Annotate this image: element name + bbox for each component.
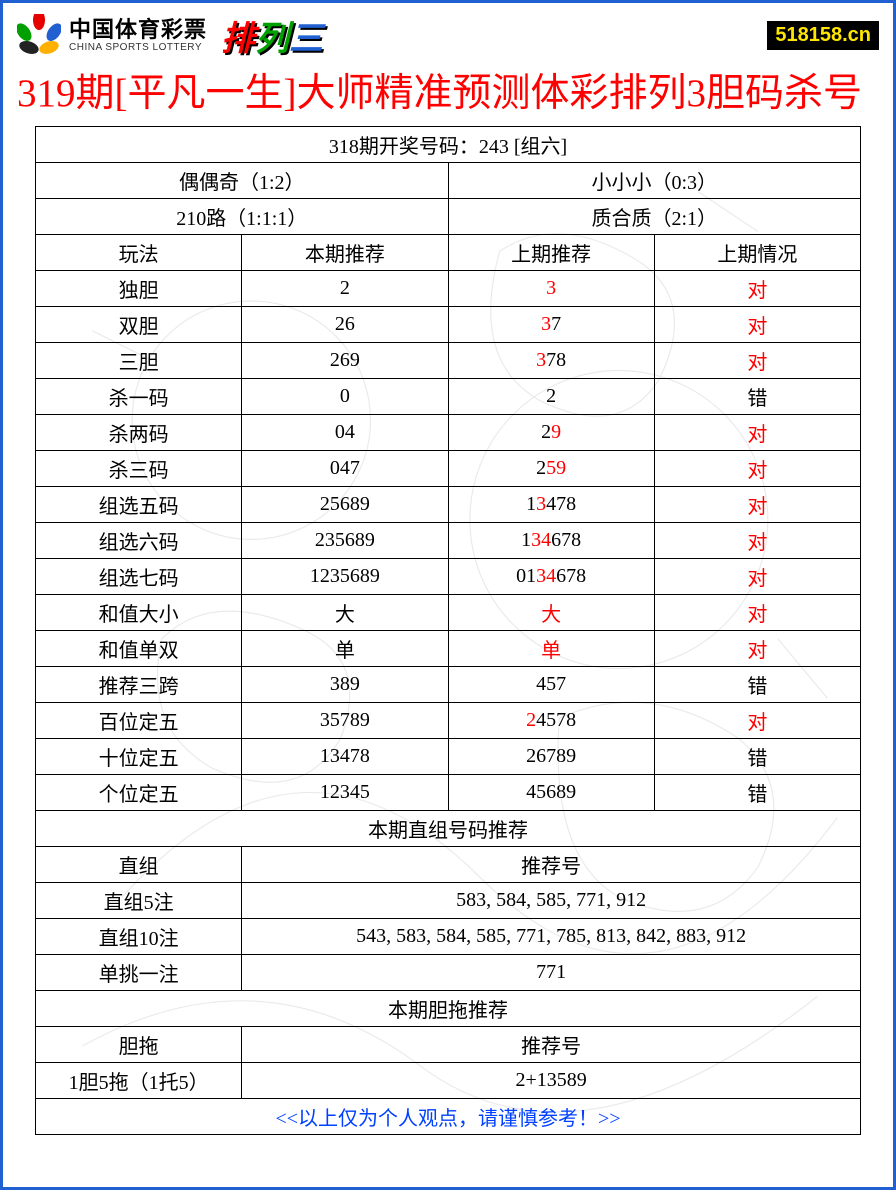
row-curr-1: 26 xyxy=(242,307,448,343)
col-hdr-0: 玩法 xyxy=(36,235,242,271)
col-hdr-2: 上期推荐 xyxy=(448,235,654,271)
prediction-table: 318期开奖号码：243 [组六]偶偶奇（1:2）小小小（0:3）210路（1:… xyxy=(35,126,861,1135)
s2-name-1: 直组10注 xyxy=(36,919,242,955)
row-curr-3: 0 xyxy=(242,379,448,415)
row-res-12: 对 xyxy=(654,703,860,739)
row-res-5: 对 xyxy=(654,451,860,487)
row-res-3: 错 xyxy=(654,379,860,415)
s3-hdr-0: 胆拖 xyxy=(36,1027,242,1063)
row-prev-3: 2 xyxy=(448,379,654,415)
row-name-6: 组选五码 xyxy=(36,487,242,523)
row-curr-6: 25689 xyxy=(242,487,448,523)
row-res-6: 对 xyxy=(654,487,860,523)
row-name-9: 和值大小 xyxy=(36,595,242,631)
row-curr-9: 大 xyxy=(242,595,448,631)
row-res-7: 对 xyxy=(654,523,860,559)
section2-title: 本期直组号码推荐 xyxy=(36,811,861,847)
s2-val-0: 583, 584, 585, 771, 912 xyxy=(242,883,861,919)
logo-text-en: CHINA SPORTS LOTTERY xyxy=(69,42,207,53)
row-prev-9: 大 xyxy=(448,595,654,631)
main-table-wrap: 318期开奖号码：243 [组六]偶偶奇（1:2）小小小（0:3）210路（1:… xyxy=(3,126,893,1145)
row-prev-4: 29 xyxy=(448,415,654,451)
row-res-4: 对 xyxy=(654,415,860,451)
row-name-10: 和值单双 xyxy=(36,631,242,667)
s2-val-1: 543, 583, 584, 585, 771, 785, 813, 842, … xyxy=(242,919,861,955)
meta-left-0: 偶偶奇（1:2） xyxy=(36,163,449,199)
row-res-8: 对 xyxy=(654,559,860,595)
pls-char-0: 排 xyxy=(221,11,255,60)
site-badge: 518158.cn xyxy=(767,21,879,50)
meta-right-1: 质合质（2:1） xyxy=(448,199,861,235)
row-prev-10: 单 xyxy=(448,631,654,667)
lottery-logo-icon xyxy=(17,14,61,58)
row-name-8: 组选七码 xyxy=(36,559,242,595)
row-prev-14: 45689 xyxy=(448,775,654,811)
row-curr-4: 04 xyxy=(242,415,448,451)
row-prev-12: 24578 xyxy=(448,703,654,739)
footer-note: <<以上仅为个人观点，请谨慎参考！>> xyxy=(36,1099,861,1135)
row-prev-8: 0134678 xyxy=(448,559,654,595)
row-curr-14: 12345 xyxy=(242,775,448,811)
row-res-2: 对 xyxy=(654,343,860,379)
s3-name-0: 1胆5拖（1托5） xyxy=(36,1063,242,1099)
row-prev-0: 3 xyxy=(448,271,654,307)
row-prev-1: 37 xyxy=(448,307,654,343)
logo-text-cn: 中国体育彩票 xyxy=(69,18,207,42)
meta-right-0: 小小小（0:3） xyxy=(448,163,861,199)
col-hdr-3: 上期情况 xyxy=(654,235,860,271)
col-hdr-1: 本期推荐 xyxy=(242,235,448,271)
row-prev-5: 259 xyxy=(448,451,654,487)
row-res-0: 对 xyxy=(654,271,860,307)
draw-result-row: 318期开奖号码：243 [组六] xyxy=(36,127,861,163)
row-name-0: 独胆 xyxy=(36,271,242,307)
row-res-1: 对 xyxy=(654,307,860,343)
meta-left-1: 210路（1:1:1） xyxy=(36,199,449,235)
row-curr-10: 单 xyxy=(242,631,448,667)
header: 中国体育彩票 CHINA SPORTS LOTTERY 排列三 518158.c… xyxy=(3,3,893,60)
row-res-13: 错 xyxy=(654,739,860,775)
row-res-9: 对 xyxy=(654,595,860,631)
row-res-14: 错 xyxy=(654,775,860,811)
row-curr-5: 047 xyxy=(242,451,448,487)
s2-name-0: 直组5注 xyxy=(36,883,242,919)
row-prev-7: 134678 xyxy=(448,523,654,559)
row-curr-7: 235689 xyxy=(242,523,448,559)
pls-char-2: 三 xyxy=(289,11,323,60)
row-name-1: 双胆 xyxy=(36,307,242,343)
row-name-12: 百位定五 xyxy=(36,703,242,739)
row-curr-11: 389 xyxy=(242,667,448,703)
row-prev-11: 457 xyxy=(448,667,654,703)
pailie-san-logo: 排列三 xyxy=(221,11,323,60)
s2-name-2: 单挑一注 xyxy=(36,955,242,991)
pls-char-1: 列 xyxy=(255,11,289,60)
row-name-13: 十位定五 xyxy=(36,739,242,775)
section3-title: 本期胆拖推荐 xyxy=(36,991,861,1027)
row-name-3: 杀一码 xyxy=(36,379,242,415)
row-name-14: 个位定五 xyxy=(36,775,242,811)
row-name-4: 杀两码 xyxy=(36,415,242,451)
row-prev-6: 13478 xyxy=(448,487,654,523)
row-curr-12: 35789 xyxy=(242,703,448,739)
page-title: 319期[平凡一生]大师精准预测体彩排列3胆码杀号 xyxy=(3,60,893,126)
s3-val-0: 2+13589 xyxy=(242,1063,861,1099)
row-res-11: 错 xyxy=(654,667,860,703)
row-name-7: 组选六码 xyxy=(36,523,242,559)
logo-block: 中国体育彩票 CHINA SPORTS LOTTERY 排列三 xyxy=(17,11,323,60)
row-prev-13: 26789 xyxy=(448,739,654,775)
s2-hdr-0: 直组 xyxy=(36,847,242,883)
s3-hdr-1: 推荐号 xyxy=(242,1027,861,1063)
row-curr-0: 2 xyxy=(242,271,448,307)
row-res-10: 对 xyxy=(654,631,860,667)
row-curr-2: 269 xyxy=(242,343,448,379)
row-name-2: 三胆 xyxy=(36,343,242,379)
row-curr-13: 13478 xyxy=(242,739,448,775)
s2-val-2: 771 xyxy=(242,955,861,991)
row-name-11: 推荐三跨 xyxy=(36,667,242,703)
row-prev-2: 378 xyxy=(448,343,654,379)
row-name-5: 杀三码 xyxy=(36,451,242,487)
row-curr-8: 1235689 xyxy=(242,559,448,595)
s2-hdr-1: 推荐号 xyxy=(242,847,861,883)
